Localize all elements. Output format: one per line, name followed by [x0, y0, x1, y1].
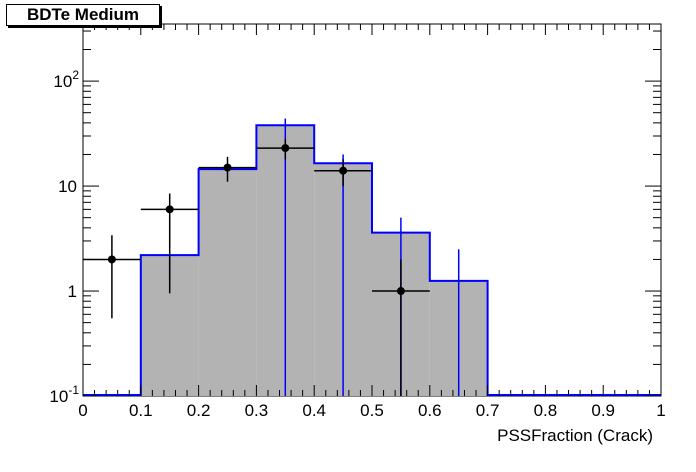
- data-point: [339, 166, 348, 175]
- data-point: [165, 205, 174, 214]
- x-tick-label: 0.6: [418, 401, 442, 420]
- data-point: [107, 255, 116, 264]
- x-tick-label: 0.4: [302, 401, 326, 420]
- x-tick-label: 0.3: [245, 401, 269, 420]
- data-point: [396, 287, 405, 296]
- x-tick-label: 0.7: [476, 401, 500, 420]
- x-tick-label: 0.5: [360, 401, 384, 420]
- x-axis-label: PSSFraction (Crack): [497, 426, 653, 445]
- y-tick-label: 1: [68, 282, 77, 301]
- x-tick-label: 1: [656, 401, 665, 420]
- data-point: [223, 163, 232, 172]
- x-tick-label: 0.2: [187, 401, 211, 420]
- x-tick-label: 0: [78, 401, 87, 420]
- chart-title: BDTe Medium: [6, 4, 160, 26]
- histogram-bar: [198, 169, 257, 396]
- x-tick-label: 0.8: [534, 401, 558, 420]
- x-tick-label: 0.1: [129, 401, 153, 420]
- x-tick-label: 0.9: [591, 401, 615, 420]
- data-point: [281, 144, 290, 153]
- y-tick-label: 102: [53, 68, 79, 91]
- y-tick-label: 10-1: [49, 383, 79, 406]
- y-tick-label: 10: [58, 177, 77, 196]
